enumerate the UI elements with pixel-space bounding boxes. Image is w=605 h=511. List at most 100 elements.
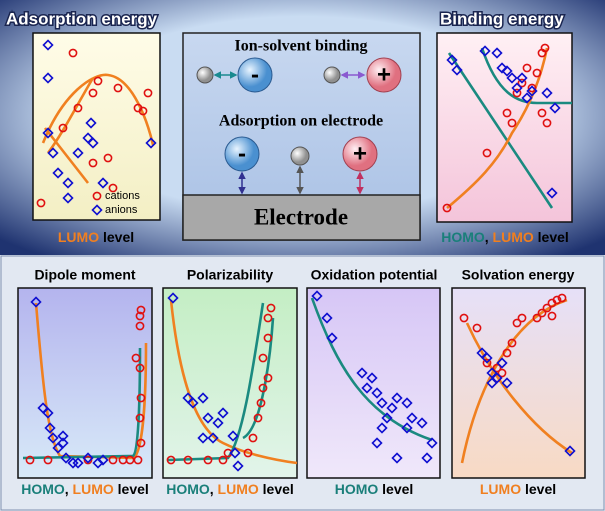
cation-point xyxy=(459,313,469,323)
anion-point xyxy=(321,312,333,324)
caption-part: , xyxy=(210,481,218,497)
anion-point xyxy=(381,412,393,424)
cation-point xyxy=(135,363,145,373)
caption-part: LUMO xyxy=(218,481,259,497)
anion-point xyxy=(371,387,383,399)
anion-point xyxy=(451,64,463,76)
anion-point xyxy=(30,296,42,308)
panel-title: Oxidation potential xyxy=(311,267,438,283)
anion-point xyxy=(212,417,224,429)
cation-point xyxy=(143,88,153,98)
anion-point xyxy=(506,72,518,84)
cation-point xyxy=(92,191,102,201)
legend-label: cations xyxy=(105,190,140,202)
anion-point xyxy=(87,137,99,149)
cation-point xyxy=(542,303,552,313)
cation-point xyxy=(248,433,258,443)
cation-point xyxy=(256,398,266,408)
cation-point xyxy=(136,438,146,448)
anion-point xyxy=(526,85,538,97)
cation-point xyxy=(482,148,492,158)
anion-point xyxy=(541,87,553,99)
anion-point xyxy=(549,102,561,114)
anion-point xyxy=(311,290,323,302)
anion-point xyxy=(486,377,498,389)
anion-point xyxy=(227,430,239,442)
cation-point xyxy=(537,108,547,118)
plot-frame xyxy=(306,287,441,479)
anion-point xyxy=(511,82,523,94)
anion-point xyxy=(82,452,94,464)
cation-point xyxy=(527,83,537,93)
cation-point xyxy=(58,123,68,133)
anion-point xyxy=(217,407,229,419)
caption-part: , xyxy=(65,481,73,497)
caption-part: , xyxy=(485,229,493,245)
anion-point xyxy=(366,372,378,384)
cation-point xyxy=(502,348,512,358)
anion-point xyxy=(97,454,109,466)
anion-point xyxy=(421,452,433,464)
anion-sign: - xyxy=(251,61,259,88)
anion-point xyxy=(57,437,69,449)
caption-part: LUMO xyxy=(73,481,114,497)
cation-point xyxy=(540,43,550,53)
cation-point xyxy=(263,373,273,383)
cation-point xyxy=(25,455,35,465)
cation-sign: + xyxy=(353,140,367,167)
cation-point xyxy=(253,413,263,423)
anion-point xyxy=(207,432,219,444)
cation-point xyxy=(68,48,78,58)
panel-caption: HOMO, LUMO level xyxy=(21,481,149,497)
cation-point xyxy=(36,198,46,208)
cation-point xyxy=(218,455,228,465)
cation-point xyxy=(442,203,452,213)
anion-point xyxy=(416,417,428,429)
cation-point xyxy=(243,448,253,458)
anion-point xyxy=(85,117,97,129)
cation-point xyxy=(552,295,562,305)
anion-point xyxy=(326,332,338,344)
anion-point xyxy=(62,192,74,204)
legend-label: anions xyxy=(105,204,138,216)
plot xyxy=(17,287,153,479)
panel-caption: HOMO, LUMO level xyxy=(166,481,294,497)
anion-point xyxy=(361,382,373,394)
anion-point xyxy=(52,167,64,179)
plot-frame xyxy=(32,32,161,221)
caption-part: level xyxy=(114,481,149,497)
cation-point xyxy=(103,153,113,163)
anion-point xyxy=(229,447,241,459)
trend-curve xyxy=(167,302,265,462)
anion-point xyxy=(371,437,383,449)
cation-point xyxy=(507,338,517,348)
anion-point xyxy=(47,432,59,444)
anion-point xyxy=(57,430,69,442)
caption-part: level xyxy=(521,481,556,497)
anion-point xyxy=(426,437,438,449)
cation-point xyxy=(135,321,145,331)
trend-curve xyxy=(465,322,573,455)
cation-point xyxy=(547,311,557,321)
panel-caption: LUMO level xyxy=(480,481,556,497)
cation-point xyxy=(183,455,193,465)
solvent-molecule xyxy=(323,66,341,84)
cation-point xyxy=(131,353,141,363)
cation-point xyxy=(517,313,527,323)
cation-point xyxy=(507,118,517,128)
cation-point xyxy=(517,78,527,88)
cation-sign: + xyxy=(377,61,391,88)
caption-part: HOMO xyxy=(21,481,65,497)
cation-point xyxy=(108,455,118,465)
anion-point xyxy=(44,422,56,434)
anion-point xyxy=(391,392,403,404)
binding-title: Ion-solvent binding xyxy=(235,38,368,55)
cation-point xyxy=(135,413,145,423)
anion-point xyxy=(479,45,491,57)
electrode xyxy=(182,194,421,241)
panels: Adsorption energy cations anions LUMO level… xyxy=(5,8,586,497)
anion xyxy=(224,136,260,172)
panel-title: Dipole moment xyxy=(34,267,135,283)
cation-point xyxy=(203,455,213,465)
cation-point xyxy=(512,318,522,328)
